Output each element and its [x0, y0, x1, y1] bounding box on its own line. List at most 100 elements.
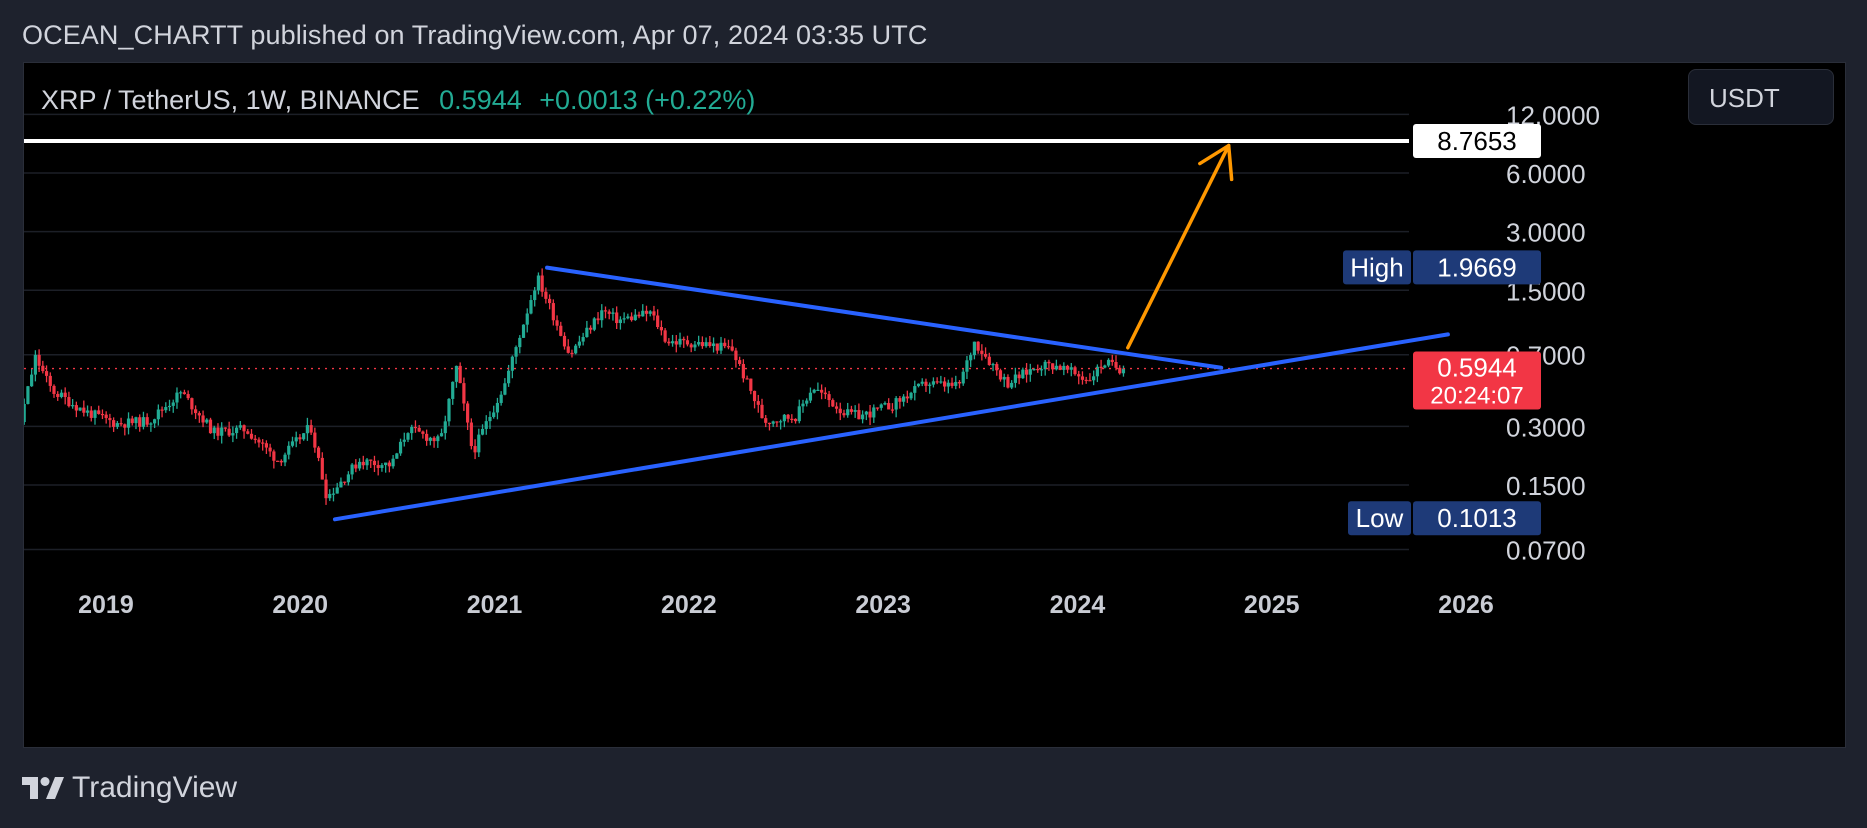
- low-value-badge: 0.1013: [1437, 503, 1517, 533]
- candle-body: [149, 423, 153, 425]
- candle-body: [831, 400, 835, 407]
- candle-body: [462, 383, 466, 404]
- candle-body: [93, 410, 97, 418]
- candle-body: [577, 341, 582, 346]
- candle-body: [991, 364, 995, 366]
- candle-body: [782, 414, 786, 422]
- candle-body: [480, 428, 485, 435]
- candle-body: [26, 386, 30, 404]
- candle-body: [354, 464, 358, 469]
- currency-button[interactable]: USDT: [1688, 69, 1834, 125]
- candle-body: [115, 423, 119, 427]
- x-tick-label: 2026: [1438, 591, 1494, 619]
- candle-body: [980, 350, 984, 354]
- candle-body: [257, 439, 261, 443]
- candle-body: [797, 406, 801, 422]
- candle-body: [1028, 369, 1032, 375]
- candle-body: [406, 433, 410, 440]
- candle-body: [432, 437, 436, 442]
- candle-body: [607, 311, 611, 314]
- candle-body: [1032, 368, 1036, 371]
- candle-body: [372, 460, 377, 466]
- candle-body: [395, 453, 399, 459]
- candle-body: [44, 371, 49, 376]
- candle-body: [85, 410, 90, 413]
- candle-body: [656, 315, 660, 327]
- y-tick-label: 3.0000: [1506, 218, 1586, 248]
- candle-body: [1051, 363, 1055, 370]
- candle-body: [369, 459, 373, 461]
- candle-body: [820, 389, 824, 393]
- candle-body: [343, 481, 347, 483]
- candle-body: [939, 381, 943, 383]
- candle-body: [834, 406, 839, 409]
- candle-body: [361, 461, 365, 466]
- candle-body: [674, 341, 678, 345]
- candle-body: [566, 346, 570, 353]
- candle-body: [380, 465, 384, 468]
- candle-body: [961, 371, 965, 384]
- candle-body: [56, 393, 60, 397]
- candle-body: [548, 298, 552, 304]
- candle-body: [134, 417, 138, 424]
- candle-body: [879, 404, 883, 408]
- footer[interactable]: TradingView: [22, 770, 237, 806]
- candle-body: [808, 392, 813, 401]
- candle-body: [730, 346, 734, 351]
- candle-body: [521, 324, 526, 338]
- candle-body: [1039, 369, 1044, 371]
- candle-body: [30, 374, 34, 387]
- candle-body: [935, 381, 939, 383]
- candle-body: [391, 458, 395, 467]
- candle-body: [52, 385, 56, 394]
- candle-body: [704, 342, 708, 347]
- candle-body: [104, 414, 108, 419]
- candle-body: [447, 398, 451, 422]
- candle-body: [726, 346, 731, 348]
- high-label-badge: High: [1350, 252, 1403, 282]
- candle-body: [775, 421, 779, 423]
- chart-panel[interactable]: 12.0000 6.0000 3.0000 1.5000 0.7000 0.3000 0.1…: [23, 62, 1846, 748]
- candle-body: [1114, 362, 1118, 368]
- candle-body: [995, 364, 999, 371]
- candle-body: [466, 403, 470, 423]
- candle-body: [201, 415, 205, 423]
- candle-body: [600, 310, 604, 321]
- candle-body: [89, 410, 93, 418]
- candle-body: [1062, 365, 1066, 370]
- candle-body: [436, 436, 440, 442]
- candle-body: [957, 381, 962, 384]
- x-tick-label: 2021: [467, 591, 523, 619]
- candle-body: [492, 412, 496, 417]
- candle-body: [387, 462, 391, 467]
- candle-body: [689, 344, 693, 348]
- candle-body: [1002, 376, 1006, 380]
- candle-body: [857, 410, 861, 420]
- candle-body: [294, 437, 298, 442]
- candle-body: [425, 433, 429, 441]
- candle-body: [697, 342, 701, 345]
- candle-body: [1047, 361, 1051, 364]
- candle-body: [551, 303, 555, 321]
- candle-body: [1043, 361, 1047, 370]
- candle-body: [931, 381, 936, 385]
- target-badge-bg: [1413, 123, 1541, 158]
- candle-body: [868, 411, 872, 418]
- last-price-badge: 0.5944: [1437, 353, 1517, 383]
- candle-body: [458, 365, 462, 384]
- candle-body: [752, 390, 757, 402]
- candle-body: [711, 343, 716, 347]
- footer-brand: TradingView: [72, 771, 238, 804]
- candle-body: [905, 396, 909, 399]
- candle-body: [231, 433, 235, 436]
- legend-price: 0.5944: [439, 85, 522, 115]
- candle-body: [223, 427, 228, 429]
- candle-body: [902, 396, 906, 402]
- candle-body: [745, 378, 749, 380]
- candle-body: [693, 344, 697, 348]
- candle-body: [816, 389, 820, 391]
- candle-body: [842, 413, 846, 416]
- price-chart[interactable]: 12.00006.00003.00001.50000.70000.30000.1…: [24, 63, 1845, 747]
- candle-body: [443, 421, 447, 434]
- candle-body: [924, 381, 928, 386]
